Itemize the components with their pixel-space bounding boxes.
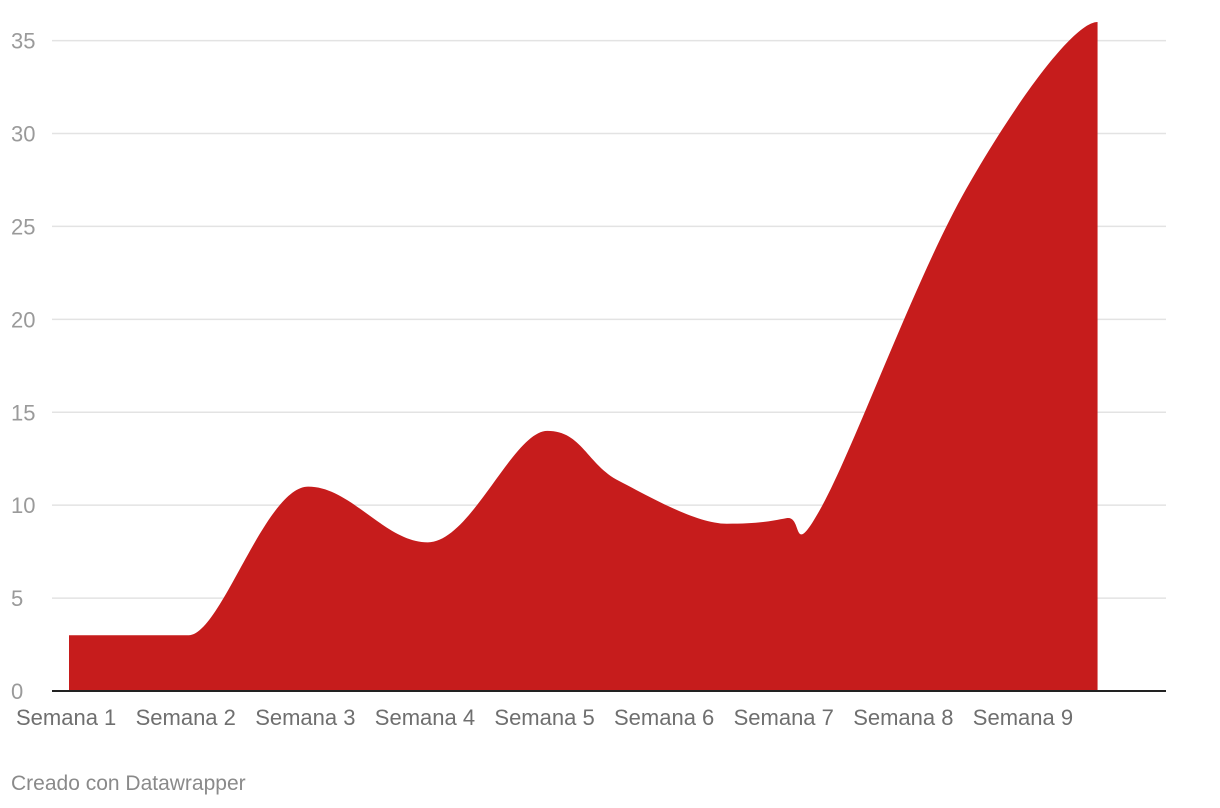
x-tick-label: Semana 5 bbox=[494, 705, 594, 730]
y-tick-label: 30 bbox=[11, 122, 35, 147]
y-tick-label: 15 bbox=[11, 400, 35, 425]
y-tick-label: 25 bbox=[11, 214, 35, 239]
x-tick-label: Semana 2 bbox=[136, 705, 236, 730]
y-tick-label: 20 bbox=[11, 307, 35, 332]
x-tick-label: Semana 8 bbox=[853, 705, 953, 730]
grid-layer bbox=[52, 39, 1166, 599]
x-tick-label: Semana 7 bbox=[734, 705, 834, 730]
y-axis-ticks: 0 5 10 15 20 25 30 35 bbox=[11, 29, 35, 704]
area-layer bbox=[69, 22, 1098, 691]
area-series bbox=[69, 22, 1098, 691]
y-tick-label: 10 bbox=[11, 493, 35, 518]
x-tick-label: Semana 4 bbox=[375, 705, 475, 730]
y-tick-label: 5 bbox=[11, 586, 23, 611]
y-tick-label: 35 bbox=[11, 29, 35, 54]
x-tick-label: Semana 1 bbox=[16, 705, 116, 730]
x-tick-label: Semana 6 bbox=[614, 705, 714, 730]
x-tick-label: Semana 3 bbox=[255, 705, 355, 730]
y-tick-label: 0 bbox=[11, 679, 23, 704]
chart-credit: Creado con Datawrapper bbox=[11, 772, 246, 795]
x-tick-label: Semana 9 bbox=[973, 705, 1073, 730]
x-axis-ticks: Semana 1 Semana 2 Semana 3 Semana 4 Semana 5… bbox=[16, 705, 1073, 730]
